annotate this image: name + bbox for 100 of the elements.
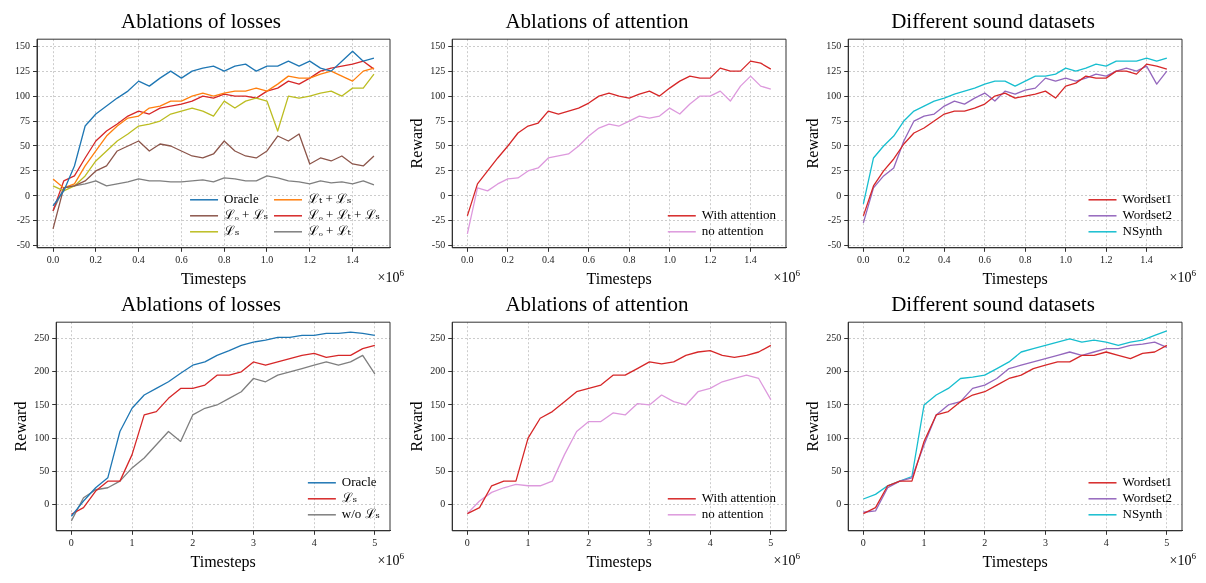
x-axis-title: Timesteps <box>180 269 247 288</box>
legend-label: ℒₛ <box>224 223 240 239</box>
y-tick-label: -50 <box>827 239 842 251</box>
legend-label: no attention <box>701 506 765 522</box>
legend-label: NSynth <box>1122 223 1163 239</box>
legend-label: Oracle <box>341 474 377 490</box>
y-tick-label: 50 <box>435 139 446 151</box>
legend-label: Wordset2 <box>1122 207 1172 223</box>
x-tick-label: 2 <box>190 537 196 549</box>
y-axis-title: Reward <box>407 118 425 169</box>
x-tick-label: 0.2 <box>501 254 515 266</box>
y-tick-label: 200 <box>34 365 50 377</box>
legend-label: Wordset2 <box>1122 490 1172 506</box>
chart-title: Different sound datasets <box>891 9 1095 34</box>
y-axis-title: Reward <box>11 401 29 452</box>
legend-label: NSynth <box>1122 506 1163 522</box>
x-tick-label: 1.0 <box>663 254 676 266</box>
x-tick-label: 1.0 <box>260 254 274 266</box>
legend-label: With attention <box>701 490 777 506</box>
x-tick-label: 5 <box>372 537 378 549</box>
y-tick-label: 0 <box>440 497 446 509</box>
y-tick-label: -50 <box>16 239 30 251</box>
x-tick-label: 0.6 <box>582 254 595 266</box>
y-tick-label: 150 <box>826 39 842 51</box>
y-tick-label: 0 <box>44 497 50 509</box>
chart-title: Different sound datasets <box>891 292 1095 317</box>
y-tick-label: 50 <box>831 139 842 151</box>
x-tick-label: 3 <box>250 537 256 549</box>
y-tick-label: 250 <box>826 332 842 344</box>
y-axis-title: Reward <box>407 401 425 452</box>
x-tick-label: 1.0 <box>1059 254 1072 266</box>
y-tick-label: 150 <box>430 39 446 51</box>
y-tick-label: 100 <box>34 431 50 443</box>
x-tick-label: 0.2 <box>897 254 911 266</box>
x-tick-label: 5 <box>1164 537 1170 549</box>
x-tick-label: 4 <box>707 537 713 549</box>
legend-label: Wordset1 <box>1122 474 1172 490</box>
y-tick-label: -25 <box>827 214 842 226</box>
x-tick-label: 0.4 <box>938 254 951 266</box>
y-tick-label: 125 <box>430 64 446 76</box>
chart-title: Ablations of losses <box>121 292 281 317</box>
y-tick-label: 150 <box>34 398 50 410</box>
y-tick-label: 125 <box>826 64 842 76</box>
legend-label: Oracle <box>224 191 259 207</box>
y-tick-label: 50 <box>39 464 50 476</box>
x-tick-label: 2 <box>982 537 988 549</box>
x-tick-label: 0.8 <box>622 254 636 266</box>
y-tick-label: 50 <box>20 139 30 151</box>
x-tick-label: 3 <box>646 537 652 549</box>
x-tick-label: 0.8 <box>1018 254 1032 266</box>
x-tick-label: 0.0 <box>461 254 474 266</box>
y-tick-label: 200 <box>430 365 446 377</box>
y-tick-label: 25 <box>20 164 30 176</box>
y-tick-label: 0 <box>25 189 30 201</box>
legend-label: ℒₒ + ℒₛ <box>224 207 269 223</box>
x-tick-label: 0.6 <box>175 254 188 266</box>
x-tick-label: 2 <box>586 537 592 549</box>
x-tick-label: 1 <box>525 537 531 549</box>
x-tick-label: 1.4 <box>1140 254 1153 266</box>
legend-label: w/o ℒₛ <box>341 506 381 522</box>
legend-label: ℒₜ + ℒₛ <box>308 191 352 207</box>
y-tick-label: 100 <box>826 431 842 443</box>
x-tick-label: 0.4 <box>542 254 555 266</box>
y-tick-label: 200 <box>826 365 842 377</box>
y-tick-label: 125 <box>15 64 30 76</box>
x-tick-label: 4 <box>1103 537 1109 549</box>
x-tick-label: 4 <box>311 537 317 549</box>
legend-label: With attention <box>701 207 777 223</box>
x-tick-label: 0.6 <box>978 254 991 266</box>
legend-label: ℒₛ <box>341 490 358 506</box>
legend-label: no attention <box>701 223 765 239</box>
chart-title: Ablations of losses <box>121 9 281 34</box>
y-tick-label: 150 <box>15 39 30 51</box>
x-tick-label: 1.4 <box>346 254 359 266</box>
x-tick-label: 0 <box>68 537 74 549</box>
y-tick-label: 50 <box>435 464 446 476</box>
x-axis-title: Timesteps <box>982 269 1048 288</box>
y-tick-label: 100 <box>430 431 446 443</box>
legend-label: ℒₒ + ℒₜ + ℒₛ <box>308 207 381 223</box>
x-tick-label: 0.2 <box>89 254 103 266</box>
x-tick-label: 0.4 <box>132 254 145 266</box>
x-tick-label: 0.0 <box>46 254 60 266</box>
x-tick-label: 1.4 <box>744 254 757 266</box>
y-tick-label: 100 <box>15 89 30 101</box>
x-tick-label: 0 <box>860 537 866 549</box>
y-tick-label: 0 <box>440 189 446 201</box>
x-tick-label: 1.2 <box>703 254 717 266</box>
y-tick-label: 25 <box>831 164 842 176</box>
x-tick-label: 0 <box>464 537 470 549</box>
x-axis-title: Timesteps <box>190 552 256 571</box>
y-tick-label: 0 <box>836 189 842 201</box>
y-axis-title: Reward <box>803 118 821 169</box>
y-axis-title: Reward <box>803 401 821 452</box>
y-tick-label: -50 <box>431 239 446 251</box>
y-tick-label: 150 <box>430 398 446 410</box>
x-tick-label: 1 <box>921 537 927 549</box>
y-tick-label: 75 <box>831 114 842 126</box>
x-tick-label: 1.2 <box>1099 254 1113 266</box>
y-tick-label: 100 <box>430 89 446 101</box>
y-tick-label: 25 <box>435 164 446 176</box>
